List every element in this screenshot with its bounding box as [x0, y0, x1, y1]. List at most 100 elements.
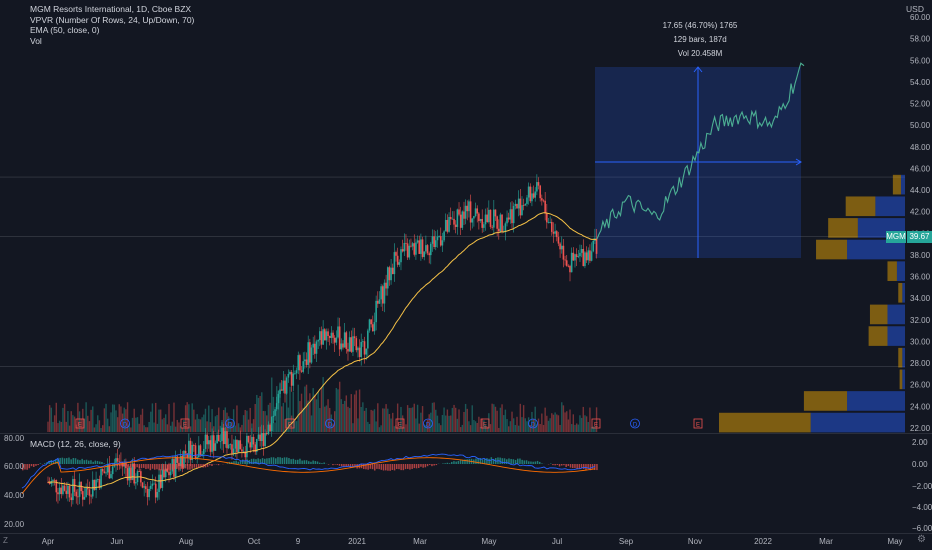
volume-bar	[269, 402, 271, 432]
volume-bar	[474, 421, 477, 432]
candle	[231, 444, 233, 454]
macd-histogram-bar	[270, 457, 273, 464]
macd-histogram-bar	[83, 460, 86, 464]
macd-histogram-bar	[244, 461, 246, 464]
candle	[163, 469, 165, 478]
macd-histogram-bar	[259, 459, 262, 464]
candle	[232, 448, 235, 454]
macd-histogram-bar	[409, 464, 411, 470]
volume-bar	[390, 418, 392, 432]
macd-histogram-bar	[68, 457, 70, 464]
candle	[146, 488, 149, 498]
price-tick: 30.00	[910, 337, 931, 346]
vp-bar-down	[902, 282, 905, 303]
candle	[370, 319, 372, 325]
volume-bar	[443, 407, 445, 432]
macd-histogram-bar	[233, 461, 235, 464]
candle	[430, 243, 432, 256]
candle	[589, 250, 591, 261]
candle	[572, 252, 575, 261]
ema-line	[47, 212, 597, 489]
macd-tick: −4.00	[912, 503, 932, 512]
candle	[168, 471, 170, 476]
time-tick: Sep	[619, 537, 634, 546]
volume-bar	[150, 411, 152, 432]
volume-bar	[373, 409, 376, 432]
macd-legend[interactable]: MACD (12, 26, close, 9)	[30, 439, 121, 449]
volume-bar	[496, 410, 498, 432]
volume-bar	[494, 406, 497, 432]
candle	[441, 240, 444, 246]
candle	[304, 359, 306, 362]
price-tick: 24.00	[910, 402, 931, 411]
macd-histogram-bar	[195, 464, 198, 469]
volume-bar	[166, 424, 169, 432]
candle	[363, 341, 366, 355]
candle	[524, 203, 527, 206]
volume-bar	[191, 403, 193, 432]
volume-bar	[123, 407, 125, 432]
volume-bar	[393, 426, 396, 432]
volume-bar	[517, 425, 520, 432]
time-tick: 2022	[754, 537, 772, 546]
time-tick: Jun	[111, 537, 124, 546]
indicator-ema[interactable]: EMA (50, close, 0)	[30, 25, 100, 35]
candle	[244, 451, 247, 458]
indicator-vol[interactable]: Vol	[30, 35, 42, 46]
candle	[411, 243, 414, 247]
macd-histogram-bar	[389, 464, 391, 471]
volume-bar	[138, 423, 140, 432]
indicator-vpvr[interactable]: VPVR (Number Of Rows, 24, Up/Down, 70)	[30, 14, 195, 25]
volume-bar	[592, 426, 594, 432]
candle	[128, 467, 131, 481]
macd-histogram-bar	[488, 458, 490, 464]
candle	[174, 456, 177, 477]
macd-histogram-bar	[561, 464, 563, 466]
candle	[260, 432, 263, 442]
candle	[285, 377, 288, 394]
macd-histogram-bar	[257, 458, 259, 464]
earnings-marker	[395, 418, 405, 429]
macd-histogram-bar	[134, 464, 136, 469]
volume-bar	[115, 410, 117, 432]
macd-histogram-bar	[422, 464, 424, 468]
vp-bar-up	[719, 412, 811, 433]
macd-histogram-bar	[363, 464, 365, 470]
candle	[252, 436, 255, 445]
candle	[299, 355, 301, 371]
candle	[150, 485, 152, 489]
candle	[532, 193, 535, 198]
volume-bar	[343, 400, 346, 432]
volume-bar	[130, 427, 132, 432]
candle	[373, 322, 376, 332]
gear-icon[interactable]: ⚙	[917, 534, 926, 545]
dividend-marker	[630, 418, 640, 429]
volume-bar	[498, 427, 500, 432]
volume-bar	[559, 424, 561, 432]
candle	[541, 198, 543, 201]
candle	[501, 214, 503, 232]
volume-bar	[304, 386, 306, 432]
price-tick: 44.00	[910, 186, 931, 195]
dividend-marker	[325, 418, 335, 429]
macd-histogram-bar	[424, 464, 427, 468]
volume-bar	[536, 423, 538, 432]
candle	[314, 343, 316, 354]
volume-bar	[277, 390, 280, 432]
volume-bar	[105, 403, 107, 432]
volume-bar	[211, 409, 213, 432]
time-tick: Jul	[552, 537, 562, 546]
volume-bar	[363, 410, 366, 432]
timezone-icon[interactable]: Z	[3, 536, 8, 545]
volume-bar	[330, 414, 333, 432]
macd-histogram-bar	[112, 464, 114, 465]
candle	[143, 486, 145, 488]
symbol-title[interactable]: MGM Resorts International, 1D, Cboe BZX	[30, 4, 192, 14]
volume-bar	[128, 423, 130, 432]
macd-histogram-bar	[279, 457, 281, 464]
volume-bar	[188, 404, 190, 432]
macd-histogram-bar	[193, 464, 196, 468]
volume-bar	[503, 415, 505, 432]
volume-bar	[320, 387, 323, 432]
